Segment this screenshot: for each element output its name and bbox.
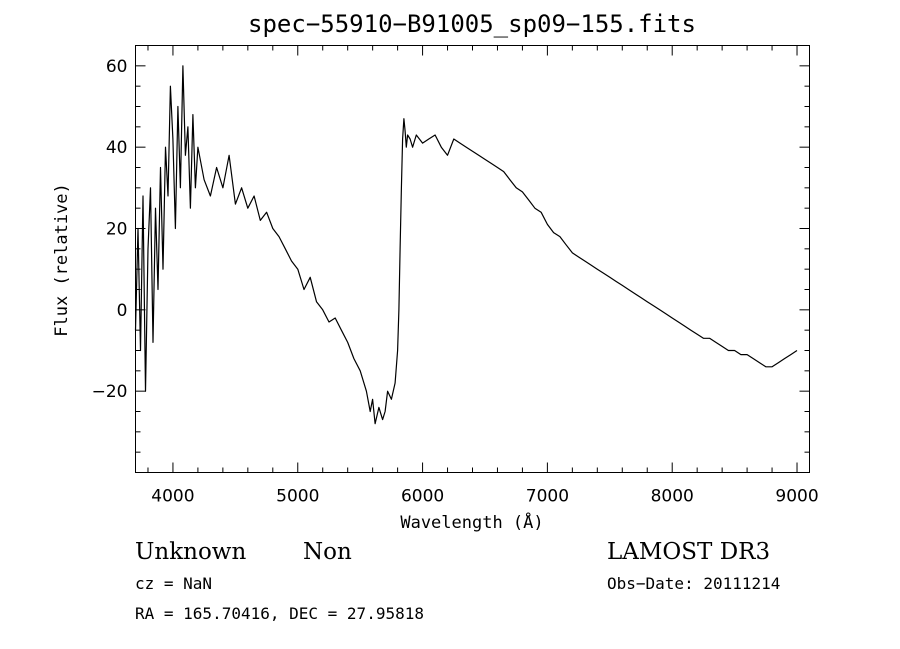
y-tick-label: 20 bbox=[106, 220, 128, 240]
axis-ticks bbox=[135, 45, 810, 473]
y-axis-label: Flux (relative) bbox=[52, 183, 72, 337]
y-tick-label: 0 bbox=[117, 301, 128, 321]
x-tick-labels: 4000 5000 6000 7000 8000 9000 bbox=[151, 487, 818, 507]
chart-title: spec−55910−B91005_sp09−155.fits bbox=[248, 10, 696, 38]
x-tick-label: 7000 bbox=[526, 487, 569, 507]
y-tick-label: 40 bbox=[106, 138, 128, 158]
x-tick-label: 5000 bbox=[276, 487, 319, 507]
object-class: Unknown bbox=[135, 539, 246, 565]
y-tick-label: 60 bbox=[106, 57, 128, 77]
x-tick-label: 4000 bbox=[151, 487, 194, 507]
plot-frame bbox=[135, 45, 810, 473]
object-subclass: Non bbox=[303, 539, 352, 565]
redshift-value: cz = NaN bbox=[135, 574, 212, 593]
obs-date: Obs−Date: 20111214 bbox=[607, 574, 780, 593]
coordinates: RA = 165.70416, DEC = 27.95818 bbox=[135, 604, 424, 623]
survey-name: LAMOST DR3 bbox=[607, 539, 770, 565]
x-axis-label: Wavelength (Å) bbox=[400, 511, 543, 533]
y-tick-label: −20 bbox=[92, 382, 128, 402]
x-tick-label: 9000 bbox=[775, 487, 818, 507]
y-tick-labels: 60 40 20 0 −20 bbox=[92, 57, 128, 402]
x-tick-label: 6000 bbox=[401, 487, 444, 507]
x-tick-label: 8000 bbox=[651, 487, 694, 507]
spectrum-line bbox=[134, 65, 798, 425]
